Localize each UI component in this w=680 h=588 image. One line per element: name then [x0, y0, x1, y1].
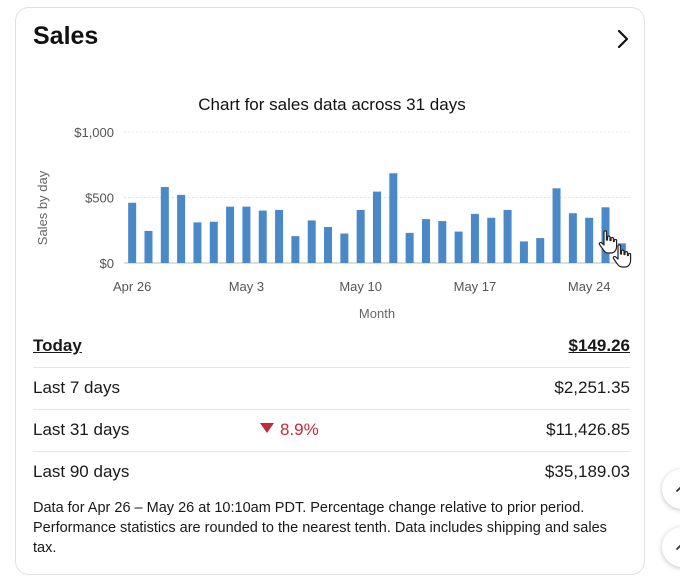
- bar-apr-28[interactable]: [160, 187, 169, 263]
- row-label: Last 31 days: [33, 420, 130, 439]
- row-label: Last 90 days: [33, 462, 130, 481]
- bar-may-10[interactable]: [356, 209, 365, 263]
- card-title: Sales: [33, 22, 99, 50]
- row-value: $11,426.85: [546, 420, 630, 439]
- hand-pointer-icon: [598, 230, 618, 254]
- bar-may-7[interactable]: [307, 220, 316, 263]
- bar-may-24[interactable]: [585, 217, 594, 263]
- bar-may-21[interactable]: [536, 238, 545, 263]
- row-value[interactable]: $149.26: [568, 336, 630, 355]
- row-value: $2,251.35: [554, 378, 630, 397]
- chevron-right-icon[interactable]: [612, 28, 634, 50]
- x-axis-label: Month: [359, 306, 395, 318]
- bar-apr-30[interactable]: [193, 222, 202, 263]
- y-axis-label: Sales by day: [35, 170, 50, 245]
- bar-may-2[interactable]: [226, 206, 235, 263]
- bar-may-16[interactable]: [454, 231, 463, 263]
- x-tick-label: May 17: [454, 279, 497, 294]
- y-tick-label: $1,000: [74, 125, 114, 140]
- bar-layer: [128, 173, 626, 263]
- bar-may-14[interactable]: [421, 219, 430, 263]
- change-indicator: 8.9%: [260, 420, 319, 440]
- change-value: 8.9%: [280, 420, 319, 439]
- x-tick-label: May 10: [339, 279, 382, 294]
- hand-pointer-icon: [612, 244, 632, 268]
- row-value: $35,189.03: [544, 462, 630, 481]
- bar-may-5[interactable]: [275, 209, 284, 263]
- x-tick-label: May 3: [229, 279, 264, 294]
- bar-may-22[interactable]: [552, 188, 561, 263]
- bar-apr-26[interactable]: [128, 202, 137, 263]
- x-tick-label: Apr 26: [113, 279, 151, 294]
- row-label[interactable]: Today: [33, 336, 82, 355]
- bar-may-19[interactable]: [503, 209, 512, 263]
- bar-may-4[interactable]: [258, 210, 267, 263]
- summary-row-last-31-days: Last 31 days 8.9% $11,426.85: [33, 410, 630, 452]
- y-tick-label: $0: [100, 256, 114, 271]
- summary-row-last-7-days: Last 7 days $2,251.35: [33, 368, 630, 410]
- chart-title: Chart for sales data across 31 days: [198, 95, 465, 114]
- y-tick-label: $500: [85, 191, 114, 206]
- bar-may-9[interactable]: [340, 233, 349, 263]
- chevron-up-icon: [676, 486, 680, 492]
- bar-may-17[interactable]: [470, 213, 479, 263]
- bar-may-11[interactable]: [373, 191, 381, 263]
- summary-row-today[interactable]: Today $149.26: [33, 326, 630, 368]
- bar-may-18[interactable]: [487, 217, 496, 263]
- bar-may-8[interactable]: [324, 226, 333, 263]
- bar-may-1[interactable]: [209, 221, 218, 263]
- x-tick-label: May 24: [568, 279, 611, 294]
- bar-may-12[interactable]: [389, 173, 398, 263]
- scroll-down-button[interactable]: [662, 527, 680, 567]
- sales-card: Sales Chart for sales data across 31 day…: [15, 7, 645, 575]
- bar-apr-29[interactable]: [177, 194, 186, 263]
- x-tick-labels: Apr 26 May 3 May 10 May 17 May 24: [113, 279, 611, 294]
- summary-row-last-90-days: Last 90 days $35,189.03: [33, 452, 630, 494]
- bar-apr-27[interactable]: [144, 230, 153, 263]
- down-triangle-icon: [260, 423, 274, 433]
- chevron-up-icon: [676, 544, 680, 550]
- scroll-up-button[interactable]: [662, 469, 680, 509]
- bar-may-15[interactable]: [438, 221, 447, 263]
- footnote: Data for Apr 26 – May 26 at 10:10am PDT.…: [33, 500, 607, 556]
- sales-chart: Chart for sales data across 31 days $0 $5…: [35, 95, 632, 318]
- bar-may-13[interactable]: [405, 232, 414, 263]
- bar-may-3[interactable]: [242, 206, 251, 263]
- bar-may-20[interactable]: [519, 241, 528, 263]
- bar-may-23[interactable]: [568, 213, 577, 263]
- row-label: Last 7 days: [33, 378, 120, 397]
- bar-may-6[interactable]: [291, 236, 300, 263]
- y-tick-labels: $0 $500 $1,000: [74, 125, 114, 271]
